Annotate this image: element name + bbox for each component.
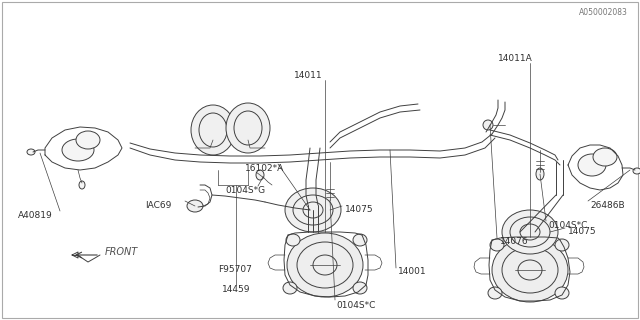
Ellipse shape xyxy=(283,282,297,294)
Ellipse shape xyxy=(483,120,493,130)
Ellipse shape xyxy=(27,149,35,155)
Ellipse shape xyxy=(536,168,544,180)
Ellipse shape xyxy=(226,103,270,153)
Ellipse shape xyxy=(187,200,203,212)
Ellipse shape xyxy=(593,148,617,166)
Text: A40819: A40819 xyxy=(18,211,52,220)
Text: 26486B: 26486B xyxy=(590,201,625,210)
Text: 14075: 14075 xyxy=(345,205,374,214)
Text: A050002083: A050002083 xyxy=(579,7,628,17)
Text: 16102*A: 16102*A xyxy=(245,164,284,172)
Ellipse shape xyxy=(353,234,367,246)
Ellipse shape xyxy=(287,233,363,297)
Ellipse shape xyxy=(286,234,300,246)
Text: FRONT: FRONT xyxy=(105,247,138,257)
Ellipse shape xyxy=(256,170,264,180)
Ellipse shape xyxy=(492,238,568,302)
Ellipse shape xyxy=(285,188,341,232)
Text: 14001: 14001 xyxy=(398,268,427,276)
Text: 14076: 14076 xyxy=(500,237,529,246)
Text: 14011: 14011 xyxy=(294,70,323,79)
Ellipse shape xyxy=(555,287,569,299)
Text: 0104S*G: 0104S*G xyxy=(225,186,265,195)
Ellipse shape xyxy=(502,210,558,254)
Text: 14459: 14459 xyxy=(222,285,250,294)
Ellipse shape xyxy=(325,195,335,209)
Text: 0104S*C: 0104S*C xyxy=(336,300,376,309)
Text: 14075: 14075 xyxy=(568,228,596,236)
Ellipse shape xyxy=(488,287,502,299)
Ellipse shape xyxy=(490,239,504,251)
Ellipse shape xyxy=(633,168,640,174)
Text: 14011A: 14011A xyxy=(498,53,532,62)
Ellipse shape xyxy=(79,181,85,189)
Ellipse shape xyxy=(191,105,235,155)
Ellipse shape xyxy=(555,239,569,251)
Text: IAC69: IAC69 xyxy=(145,201,172,210)
Ellipse shape xyxy=(353,282,367,294)
Ellipse shape xyxy=(578,154,606,176)
Ellipse shape xyxy=(76,131,100,149)
Text: F95707: F95707 xyxy=(218,266,252,275)
Text: 0104S*C: 0104S*C xyxy=(548,220,588,229)
Ellipse shape xyxy=(62,139,94,161)
